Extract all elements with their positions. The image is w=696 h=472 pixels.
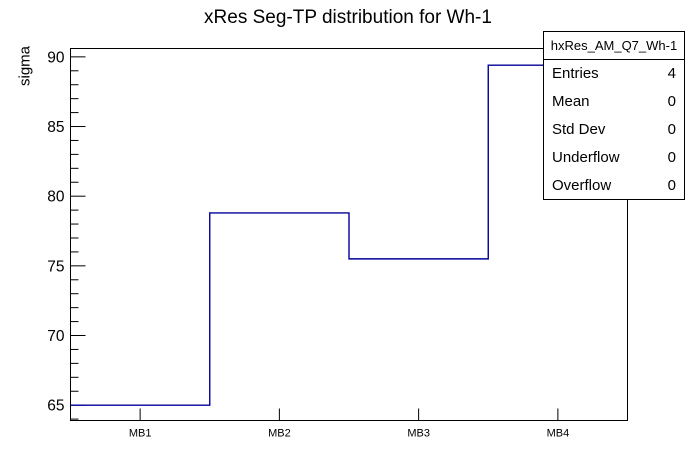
x-tick-label: MB3 [407,428,430,440]
stats-row-stddev: Std Dev 0 [544,116,684,144]
stats-row-underflow: Underflow 0 [544,143,684,171]
stats-value: 0 [667,176,676,194]
stats-value: 4 [667,65,676,83]
stats-label: Overflow [552,176,612,194]
y-tick-label: 75 [47,258,64,275]
stats-label: Entries [552,65,599,83]
stats-label: Std Dev [552,120,606,138]
y-tick-label: 90 [47,49,65,66]
y-tick-label: 85 [47,119,64,136]
stats-box-rows: Entries 4 Mean 0 Std Dev 0 Underflow 0 O… [544,60,684,199]
stats-row-overflow: Overflow 0 [544,171,684,199]
x-tick-label: MB1 [129,428,152,440]
stats-box-header: hxRes_AM_Q7_Wh-1 [544,32,684,60]
stats-box: hxRes_AM_Q7_Wh-1 Entries 4 Mean 0 Std De… [543,31,685,200]
stats-row-entries: Entries 4 [544,60,684,88]
stats-label: Mean [552,93,590,111]
stats-row-mean: Mean 0 [544,88,684,116]
y-tick-label: 80 [47,189,65,206]
stats-value: 0 [667,148,676,166]
y-tick-label: 70 [47,328,65,345]
histogram-step-line [70,64,628,406]
y-tick-label: 65 [47,398,64,415]
chart-title: xRes Seg-TP distribution for Wh-1 [204,7,492,28]
plot-frame [70,48,628,421]
x-tick-label: MB4 [547,428,570,440]
stats-value: 0 [667,120,676,138]
stats-label: Underflow [552,148,620,166]
stats-value: 0 [667,93,676,111]
x-tick-label: MB2 [268,428,291,440]
